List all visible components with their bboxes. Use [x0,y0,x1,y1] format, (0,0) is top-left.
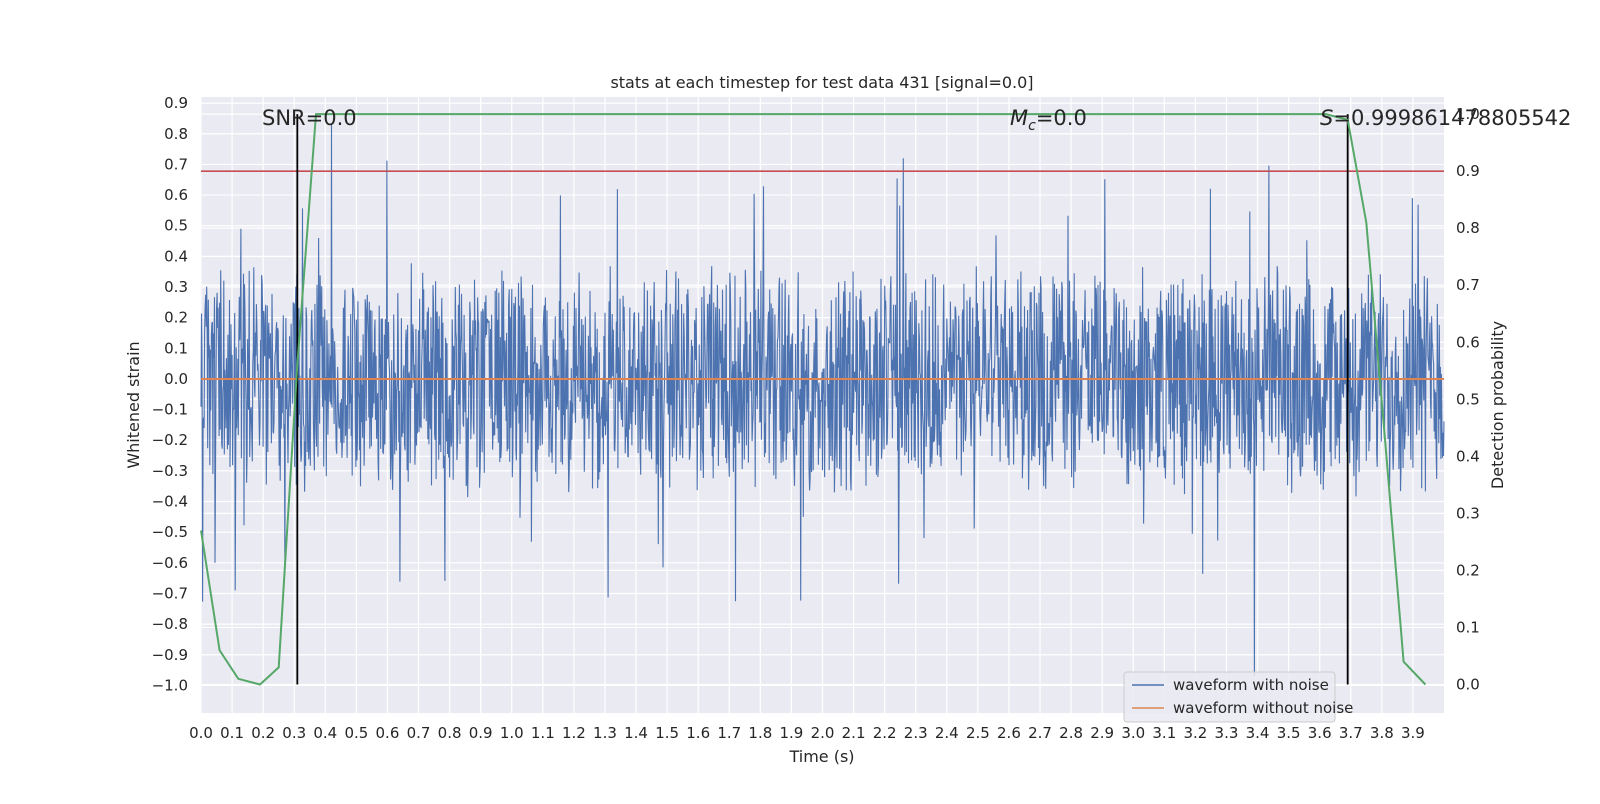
x-tick-label: 3.4 [1246,724,1270,742]
left-y-tick-label: 0.9 [164,94,188,112]
left-y-tick-label: −0.8 [152,615,188,633]
x-tick-label: 0.3 [282,724,306,742]
legend-label-clean: waveform without noise [1173,699,1353,717]
x-tick-label: 0.7 [407,724,431,742]
x-tick-label: 0.1 [220,724,244,742]
x-tick-label: 2.5 [966,724,990,742]
x-tick-label: 3.6 [1308,724,1332,742]
left-y-tick-label: 0.8 [164,125,188,143]
mc-symbol: M [1010,106,1028,130]
left-y-tick-label: −0.4 [152,493,188,511]
right-y-tick-label: 0.6 [1456,333,1480,351]
x-tick-label: 0.5 [344,724,368,742]
right-y-tick-label: 0.3 [1456,504,1480,522]
x-tick-label: 2.8 [1059,724,1083,742]
chart-title: stats at each timestep for test data 431… [610,73,1033,92]
x-tick-label: 0.6 [376,724,400,742]
s-symbol: S [1320,106,1333,130]
right-y-tick-label: 0.1 [1456,618,1480,636]
noise-series [200,124,1445,677]
s-annotation: S=0.999861478805542 [1320,106,1571,130]
left-y-tick-label: 0.1 [164,339,188,357]
x-tick-label: 3.2 [1183,724,1207,742]
x-tick-label: 0.9 [469,724,493,742]
x-tick-label: 1.1 [531,724,555,742]
x-tick-label: 2.9 [1090,724,1114,742]
left-y-tick-label: −0.1 [152,401,188,419]
left-y-tick-label: −0.6 [152,554,188,572]
left-axis-label: Whitened strain [124,341,143,468]
x-tick-label: 0.2 [251,724,275,742]
x-tick-label: 2.1 [842,724,866,742]
series-waveform-with-noise [200,124,1445,677]
x-tick-label: 2.2 [873,724,897,742]
line-layer [200,113,1444,686]
x-tick-label: 1.6 [686,724,710,742]
right-axis-ticks: 1.0 0.9 0.8 0.7 0.6 0.5 0.4 0.3 0.2 0.1 0.0 [1456,105,1480,693]
right-y-tick-label: 0.4 [1456,447,1480,465]
x-tick-label: 1.3 [593,724,617,742]
legend-label-noise: waveform with noise [1173,676,1329,694]
legend: waveform with noise waveform without noi… [1123,671,1353,723]
x-tick-label: 2.4 [935,724,959,742]
x-tick-label: 3.9 [1401,724,1425,742]
left-y-tick-label: 0.3 [164,278,188,296]
x-tick-label: 1.9 [779,724,803,742]
left-y-tick-label: 0.2 [164,309,188,327]
x-tick-label: 3.3 [1215,724,1239,742]
left-y-tick-label: −0.9 [152,646,188,664]
left-y-tick-label: 0.4 [164,247,188,265]
left-y-tick-label: −0.2 [152,431,188,449]
mc-value: =0.0 [1036,106,1087,130]
right-y-tick-label: 1.0 [1456,105,1480,123]
x-tick-label: 1.7 [717,724,741,742]
x-tick-label: 3.5 [1277,724,1301,742]
right-y-tick-label: 0.9 [1456,162,1480,180]
left-y-tick-label: 0.7 [164,155,188,173]
x-tick-label: 2.0 [811,724,835,742]
x-axis-ticks: 0.0 0.1 0.2 0.3 0.4 0.5 0.6 0.7 0.8 0.9 1.0 1.1 1.2 1… [189,724,1425,742]
x-tick-label: 1.5 [655,724,679,742]
left-y-tick-label: 0.0 [164,370,188,388]
x-tick-label: 1.2 [562,724,586,742]
s-value: =0.999861478805542 [1333,106,1571,130]
x-tick-label: 3.8 [1370,724,1394,742]
right-y-tick-label: 0.0 [1456,675,1480,693]
right-axis-label: Detection probability [1488,321,1507,489]
x-tick-label: 2.7 [1028,724,1052,742]
x-tick-label: 0.4 [313,724,337,742]
left-y-tick-label: −0.5 [152,523,188,541]
legend-box [1123,671,1336,723]
x-tick-label: 0.8 [438,724,462,742]
left-y-tick-label: −0.3 [152,462,188,480]
x-tick-label: 1.4 [624,724,648,742]
x-tick-label: 1.8 [748,724,772,742]
x-tick-label: 0.0 [189,724,213,742]
left-y-tick-label: 0.5 [164,217,188,235]
x-tick-label: 3.1 [1152,724,1176,742]
x-tick-label: 3.7 [1339,724,1363,742]
left-y-tick-label: −1.0 [152,676,188,694]
right-y-tick-label: 0.5 [1456,390,1480,408]
x-tick-label: 3.0 [1121,724,1145,742]
left-axis-ticks: 0.9 0.8 0.7 0.6 0.5 0.4 0.3 0.2 0.1 0.0 −0.1 −0.2 −0… [152,94,188,694]
left-y-tick-label: −0.7 [152,584,188,602]
x-axis-label: Time (s) [788,747,854,766]
x-tick-label: 2.6 [997,724,1021,742]
left-y-tick-label: 0.6 [164,186,188,204]
right-y-tick-label: 0.8 [1456,219,1480,237]
mc-subscript: c [1028,118,1036,134]
right-y-tick-label: 0.7 [1456,276,1480,294]
x-tick-label: 2.3 [904,724,928,742]
x-tick-label: 1.0 [500,724,524,742]
snr-annotation: SNR=0.0 [262,106,357,130]
series-detection-probability [200,113,1427,686]
mc-annotation: Mc=0.0 [1010,106,1087,134]
right-y-tick-label: 0.2 [1456,561,1480,579]
